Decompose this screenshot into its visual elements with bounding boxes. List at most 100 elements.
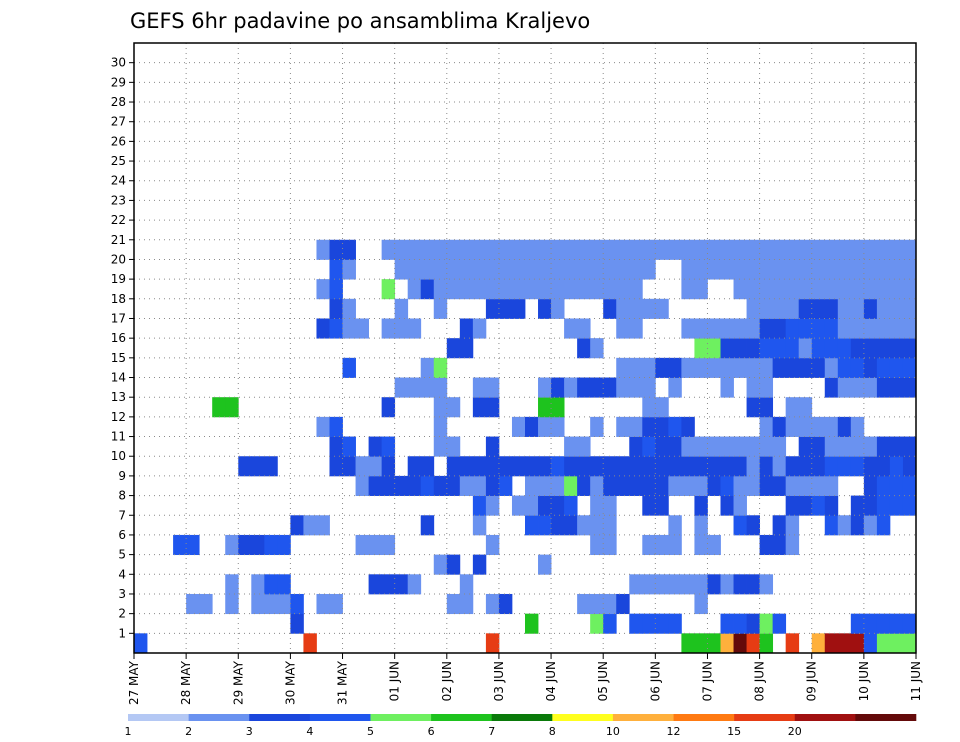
heatmap-cell [837, 633, 852, 654]
heatmap-cell [811, 456, 826, 477]
heatmap-cell [616, 593, 630, 615]
legend-swatch [431, 714, 492, 721]
heatmap-cell [264, 593, 278, 615]
heatmap-cell [564, 318, 578, 339]
heatmap-cell [538, 554, 552, 575]
heatmap-cell [472, 475, 487, 496]
heatmap-cell [538, 259, 552, 280]
heatmap-cell [707, 534, 721, 556]
heatmap-cell [342, 456, 356, 477]
heatmap-cell [251, 593, 265, 615]
heatmap-cell [590, 593, 604, 615]
heatmap-cell [407, 279, 422, 300]
heatmap-cell [407, 259, 422, 280]
heatmap-cell [772, 416, 787, 437]
heatmap-cell [733, 338, 747, 359]
heatmap-cell [772, 279, 787, 300]
heatmap-cell [863, 298, 878, 319]
heatmap-cell [785, 416, 800, 437]
heatmap-cell [642, 239, 656, 260]
heatmap-cell [720, 475, 734, 496]
heatmap-cell [525, 495, 539, 516]
heatmap-cell [525, 259, 539, 280]
heatmap-cell [472, 554, 487, 575]
heatmap-cell [407, 377, 422, 398]
heatmap-cell [876, 377, 891, 398]
heatmap-cell [616, 475, 630, 496]
heatmap-cell [733, 574, 747, 595]
heatmap-cell [538, 377, 552, 398]
y-tick-label: 12 [111, 410, 126, 424]
heatmap-cell [694, 593, 708, 615]
heatmap-cell [264, 574, 278, 595]
heatmap-cell [850, 239, 865, 260]
heatmap-cell [511, 259, 526, 280]
heatmap-cell [733, 633, 747, 654]
x-tick-label: 08 JUN [753, 661, 767, 701]
heatmap-cell [772, 259, 787, 280]
x-tick-label: 03 JUN [492, 661, 506, 701]
heatmap-cell [329, 279, 343, 300]
heatmap-cell [642, 377, 656, 398]
heatmap-cell [668, 377, 682, 398]
heatmap-cell [889, 633, 904, 654]
heatmap-cells [134, 239, 917, 654]
heatmap-cell [759, 574, 774, 595]
heatmap-cell [225, 534, 239, 556]
heatmap-cell [590, 239, 604, 260]
heatmap-cell [798, 416, 813, 437]
heatmap-cell [785, 357, 800, 378]
heatmap-cell [642, 495, 656, 516]
heatmap-cell [681, 357, 695, 378]
heatmap-cell [551, 515, 565, 536]
heatmap-cell [616, 279, 630, 300]
heatmap-cell [655, 416, 669, 437]
heatmap-cell [525, 279, 539, 300]
heatmap-cell [551, 416, 565, 437]
heatmap-cell [811, 239, 826, 260]
heatmap-cell [277, 593, 291, 615]
heatmap-cell [472, 259, 487, 280]
heatmap-cell [316, 515, 330, 536]
heatmap-cell [329, 259, 343, 280]
heatmap-cell [785, 475, 800, 496]
y-tick-label: 20 [111, 252, 126, 266]
heatmap-cell [798, 298, 813, 319]
heatmap-cell [629, 298, 643, 319]
heatmap-cell [668, 357, 682, 378]
heatmap-cell [590, 338, 604, 359]
x-tick-label: 11 JUN [909, 661, 923, 701]
heatmap-cell [733, 357, 747, 378]
heatmap-cell [629, 475, 643, 496]
heatmap-cell [785, 456, 800, 477]
heatmap-cell [902, 613, 917, 634]
heatmap-cell [902, 436, 917, 457]
heatmap-cell [746, 456, 760, 477]
heatmap-cell [420, 239, 435, 260]
heatmap-cell [850, 338, 865, 359]
heatmap-cell [902, 357, 917, 378]
heatmap-cell [577, 239, 591, 260]
heatmap-cell [629, 613, 643, 634]
legend-swatch [673, 714, 735, 721]
heatmap-cell [837, 279, 852, 300]
heatmap-cell [889, 318, 904, 339]
heatmap-cell [876, 239, 891, 260]
heatmap-cell [355, 534, 369, 556]
heatmap-cell [694, 436, 708, 457]
heatmap-cell [472, 239, 487, 260]
heatmap-cell [525, 475, 539, 496]
heatmap-cell [603, 475, 617, 496]
heatmap-cell [824, 515, 839, 536]
heatmap-cell [316, 239, 330, 260]
heatmap-cell [303, 633, 317, 654]
legend-label: 12 [667, 725, 681, 738]
legend-label: 5 [367, 725, 374, 738]
y-tick-label: 22 [111, 213, 126, 227]
heatmap-cell [785, 279, 800, 300]
heatmap-cell [420, 475, 435, 496]
heatmap-cell [850, 613, 865, 634]
heatmap-cell [707, 633, 721, 654]
heatmap-cell [824, 338, 839, 359]
heatmap-cell [902, 633, 917, 654]
